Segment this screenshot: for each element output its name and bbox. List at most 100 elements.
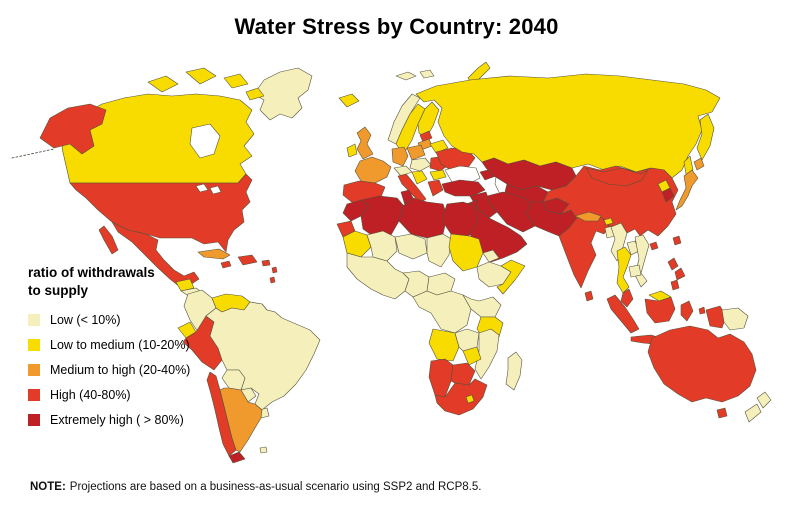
country-hainan <box>649 241 659 251</box>
footnote-label: NOTE: <box>30 481 66 493</box>
legend-label: Extremely high ( > 80%) <box>50 413 184 428</box>
country-germany <box>391 146 409 167</box>
country-vietnam <box>634 234 650 288</box>
legend-item-low-medium: Low to medium (10-20%) <box>28 338 228 352</box>
country-arctic-islands <box>245 87 265 101</box>
country-mexico-baja <box>98 225 119 255</box>
country-jamaica <box>220 260 232 269</box>
country-lesser-antilles <box>269 276 276 284</box>
country-angola <box>428 328 460 362</box>
legend-item-low: Low (< 10%) <box>28 313 228 327</box>
country-belarus <box>429 139 449 154</box>
legend-item-extremely-high: Extremely high ( > 80%) <box>28 413 228 427</box>
country-lesser-antilles <box>271 266 278 274</box>
legend-label: Medium to high (20-40%) <box>50 363 191 378</box>
country-south-korea <box>661 187 675 203</box>
legend-item-medium-high: Medium to high (20-40%) <box>28 363 228 377</box>
country-cuba <box>197 248 231 260</box>
country-australia <box>647 325 757 403</box>
country-philippines <box>670 279 680 291</box>
country-taiwan <box>672 235 682 246</box>
country-sri-lanka <box>584 290 594 302</box>
country-japan-hokkaido <box>693 157 705 171</box>
country-svalbard <box>419 69 435 79</box>
country-mali <box>366 230 398 262</box>
country-somalia <box>496 259 526 295</box>
country-central-europe <box>409 157 432 172</box>
country-ukraine <box>435 147 476 172</box>
country-greece <box>427 179 444 197</box>
country-alaska <box>39 103 107 155</box>
legend: ratio of withdrawals to supply Low (< 10… <box>28 264 228 438</box>
legend-swatch-medium-high <box>28 364 40 377</box>
country-moluccas <box>698 306 706 315</box>
country-philippines <box>674 267 686 281</box>
country-svalbard <box>395 71 417 81</box>
legend-title: ratio of withdrawals to supply <box>28 265 155 298</box>
legend-swatch-high <box>28 389 40 402</box>
country-falkland-islands <box>259 446 268 454</box>
country-central-africa <box>412 290 472 334</box>
country-bulgaria <box>429 169 447 181</box>
country-arctic-islands <box>185 67 217 85</box>
country-mexico <box>111 221 200 288</box>
country-sudan <box>448 233 484 272</box>
country-arctic-islands <box>147 75 179 93</box>
country-thailand <box>616 246 632 294</box>
country-new-zealand <box>756 391 772 409</box>
country-egypt <box>442 201 478 237</box>
country-sulawesi <box>680 300 694 322</box>
country-philippines <box>667 257 679 271</box>
legend-item-high: High (40-80%) <box>28 388 228 402</box>
country-ireland <box>346 143 358 158</box>
country-namibia <box>428 358 454 398</box>
country-south-africa <box>434 378 488 416</box>
country-russia-kamchatka <box>696 113 715 161</box>
country-france <box>354 156 392 184</box>
country-finland <box>417 101 440 139</box>
country-tasmania <box>716 407 728 419</box>
footnote: NOTE: Projections are based on a business… <box>30 481 481 493</box>
country-poland <box>406 144 426 161</box>
country-malaysia <box>620 288 634 308</box>
legend-swatch-low-medium <box>28 339 40 352</box>
country-arctic-islands <box>223 73 249 89</box>
page-title: Water Stress by Country: 2040 <box>234 14 559 39</box>
country-puerto-rico <box>261 259 271 267</box>
country-chad <box>426 233 452 268</box>
country-iceland <box>338 93 360 108</box>
country-guatemala <box>175 278 195 292</box>
country-mongolia <box>585 167 649 187</box>
country-balkans <box>411 170 428 185</box>
great-lakes <box>195 183 209 193</box>
country-brazil <box>205 301 321 411</box>
aleutian-islands <box>11 148 55 159</box>
country-hispaniola <box>237 254 258 266</box>
country-papua-new-guinea <box>721 307 749 331</box>
legend-label: Low (< 10%) <box>50 313 121 328</box>
country-united-kingdom <box>356 126 374 160</box>
country-usa <box>69 173 253 253</box>
legend-swatch-extremely-high <box>28 414 40 427</box>
country-argentina <box>219 387 263 453</box>
country-greenland <box>253 67 313 121</box>
country-turkey <box>441 179 486 197</box>
legend-label: High (40-80%) <box>50 388 131 403</box>
legend-label: Low to medium (10-20%) <box>50 338 190 353</box>
great-lakes <box>209 185 222 195</box>
country-cambodia <box>628 264 642 278</box>
country-botswana <box>450 362 476 386</box>
country-nepal <box>574 211 602 222</box>
country-lesotho <box>465 394 475 404</box>
country-niger <box>394 233 428 260</box>
country-eritrea <box>482 249 500 263</box>
country-japan <box>675 169 699 211</box>
country-canada <box>61 93 255 184</box>
country-bhutan <box>603 217 614 226</box>
country-madagascar <box>505 351 523 391</box>
footnote-text: Projections are based on a business-as-u… <box>69 481 482 493</box>
country-libya <box>398 197 448 239</box>
country-zimbabwe <box>462 346 482 366</box>
